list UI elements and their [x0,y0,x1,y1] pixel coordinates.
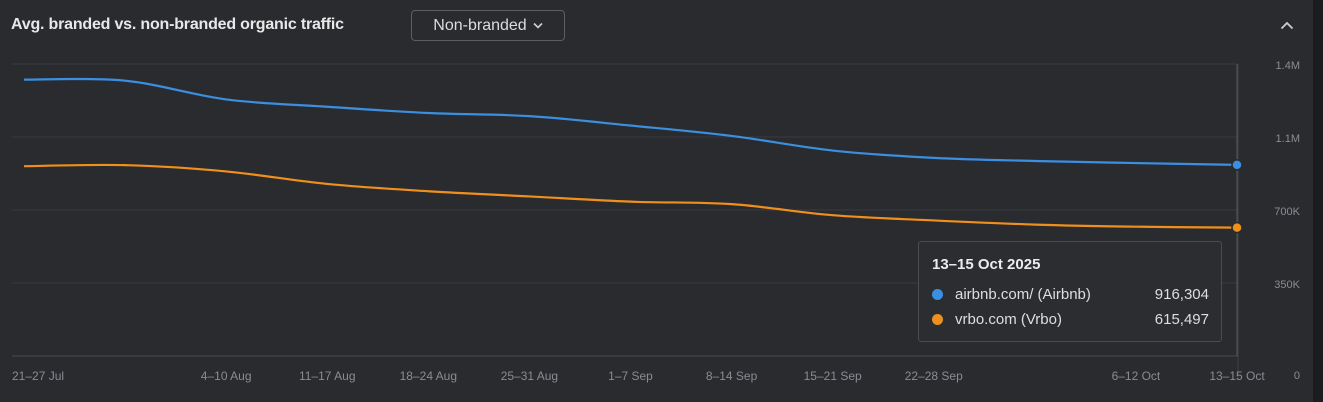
chevron-down-icon [533,22,543,29]
widget-title: Avg. branded vs. non-branded organic tra… [11,16,344,33]
y-tick-label: 350K [1274,279,1300,291]
tooltip-series-name: airbnb.com/ (Airbnb) [955,286,1091,303]
x-tick-label: 21–27 Jul [12,369,64,383]
traffic-type-dropdown[interactable]: Non-branded [411,10,565,41]
x-tick-label: 22–28 Sep [905,369,963,383]
chart-tooltip: 13–15 Oct 2025 airbnb.com/ (Airbnb) 916,… [918,241,1222,342]
tooltip-series-value: 916,304 [1154,286,1209,303]
x-tick-label: 6–12 Oct [1112,369,1161,383]
dropdown-value: Non-branded [433,16,527,34]
y-tick-label: 0 [1294,370,1300,382]
tooltip-row-vrbo: vrbo.com (Vrbo) 615,497 [932,307,1209,332]
y-tick-label: 1.4M [1276,60,1300,72]
y-tick-label: 700K [1274,206,1300,218]
x-tick-label: 18–24 Aug [400,369,457,383]
vrbo-highlight-point [1231,221,1243,234]
x-tick-label: 8–14 Sep [706,369,758,383]
vrbo-legend-dot [932,314,943,325]
vrbo-series-line [23,163,1238,229]
airbnb-series-line [23,77,1238,166]
x-tick-label: 1–7 Sep [608,369,653,383]
collapse-button[interactable] [1274,12,1300,38]
x-tick-label: 13–15 Oct [1209,369,1265,383]
x-tick-label: 15–21 Sep [804,369,862,383]
x-tick-label: 25–31 Aug [501,369,558,383]
airbnb-legend-dot [932,289,943,300]
tooltip-row-airbnb: airbnb.com/ (Airbnb) 916,304 [932,282,1209,307]
airbnb-highlight-point [1231,159,1243,171]
x-tick-label: 11–17 Aug [299,369,356,383]
x-tick-label: 4–10 Aug [201,369,252,383]
y-tick-label: 1.1M [1276,133,1300,145]
tooltip-title: 13–15 Oct 2025 [932,256,1041,273]
tooltip-series-value: 615,497 [1154,311,1209,328]
tooltip-series-name: vrbo.com (Vrbo) [955,311,1062,328]
scrollbar-track[interactable] [1313,0,1323,402]
chevron-up-icon [1280,21,1294,29]
